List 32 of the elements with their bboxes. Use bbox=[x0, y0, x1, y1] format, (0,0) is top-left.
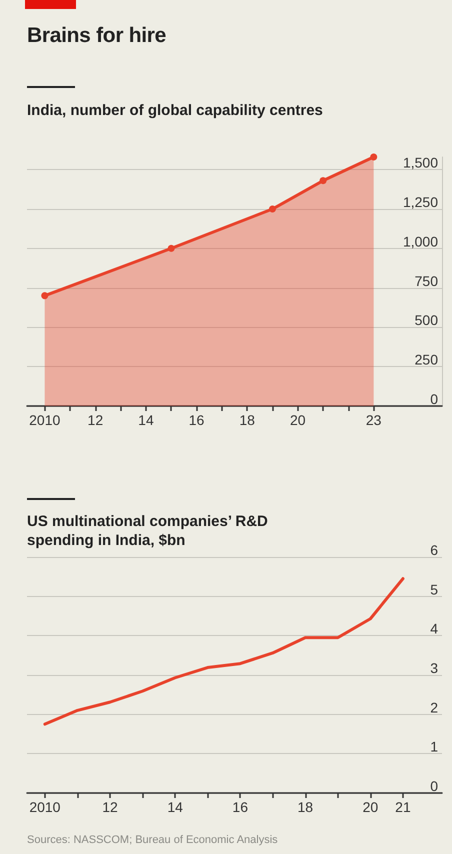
y-tick-label: 0 bbox=[430, 391, 438, 407]
chart-subtitle: India, number of global capability centres bbox=[27, 101, 324, 120]
y-tick-label: 1,250 bbox=[402, 194, 438, 210]
y-tick-label: 1,000 bbox=[402, 233, 438, 250]
x-tick-label: 20 bbox=[290, 412, 306, 428]
x-tick-label: 16 bbox=[188, 412, 205, 428]
y-tick-label: 3 bbox=[430, 660, 438, 676]
x-tick-label: 18 bbox=[298, 799, 314, 815]
x-tick-label: 21 bbox=[395, 799, 411, 815]
y-tick-label: 5 bbox=[430, 581, 438, 598]
x-tick-label: 23 bbox=[366, 412, 382, 428]
x-tick-label: 18 bbox=[239, 412, 256, 428]
y-tick-label: 0 bbox=[430, 778, 438, 794]
y-tick-label: 750 bbox=[414, 272, 438, 289]
x-tick-label: 12 bbox=[88, 412, 104, 428]
x-tick-label: 12 bbox=[102, 799, 118, 815]
x-tick-label: 2010 bbox=[29, 799, 61, 815]
x-tick-label: 14 bbox=[167, 799, 184, 815]
y-tick-label: 500 bbox=[414, 312, 438, 328]
chart-title: Brains for hire bbox=[27, 24, 166, 48]
y-tick-label: 4 bbox=[430, 620, 438, 637]
y-tick-label: 250 bbox=[414, 352, 438, 368]
x-tick-label: 14 bbox=[138, 412, 154, 428]
y-tick-label: 2 bbox=[430, 699, 438, 716]
chart-title: US multinational companies’ R&D spending in India, $bn bbox=[27, 512, 269, 550]
y-tick-label: 1 bbox=[430, 738, 438, 755]
source-note: Sources: NASSCOM; Bureau of Economic Analysis bbox=[27, 834, 278, 846]
y-tick-label: 6 bbox=[430, 542, 438, 558]
x-tick-label: 16 bbox=[232, 799, 248, 815]
y-tick-label: 1,500 bbox=[402, 154, 438, 171]
x-tick-label: 2010 bbox=[29, 412, 60, 428]
x-tick-label: 20 bbox=[362, 799, 378, 815]
